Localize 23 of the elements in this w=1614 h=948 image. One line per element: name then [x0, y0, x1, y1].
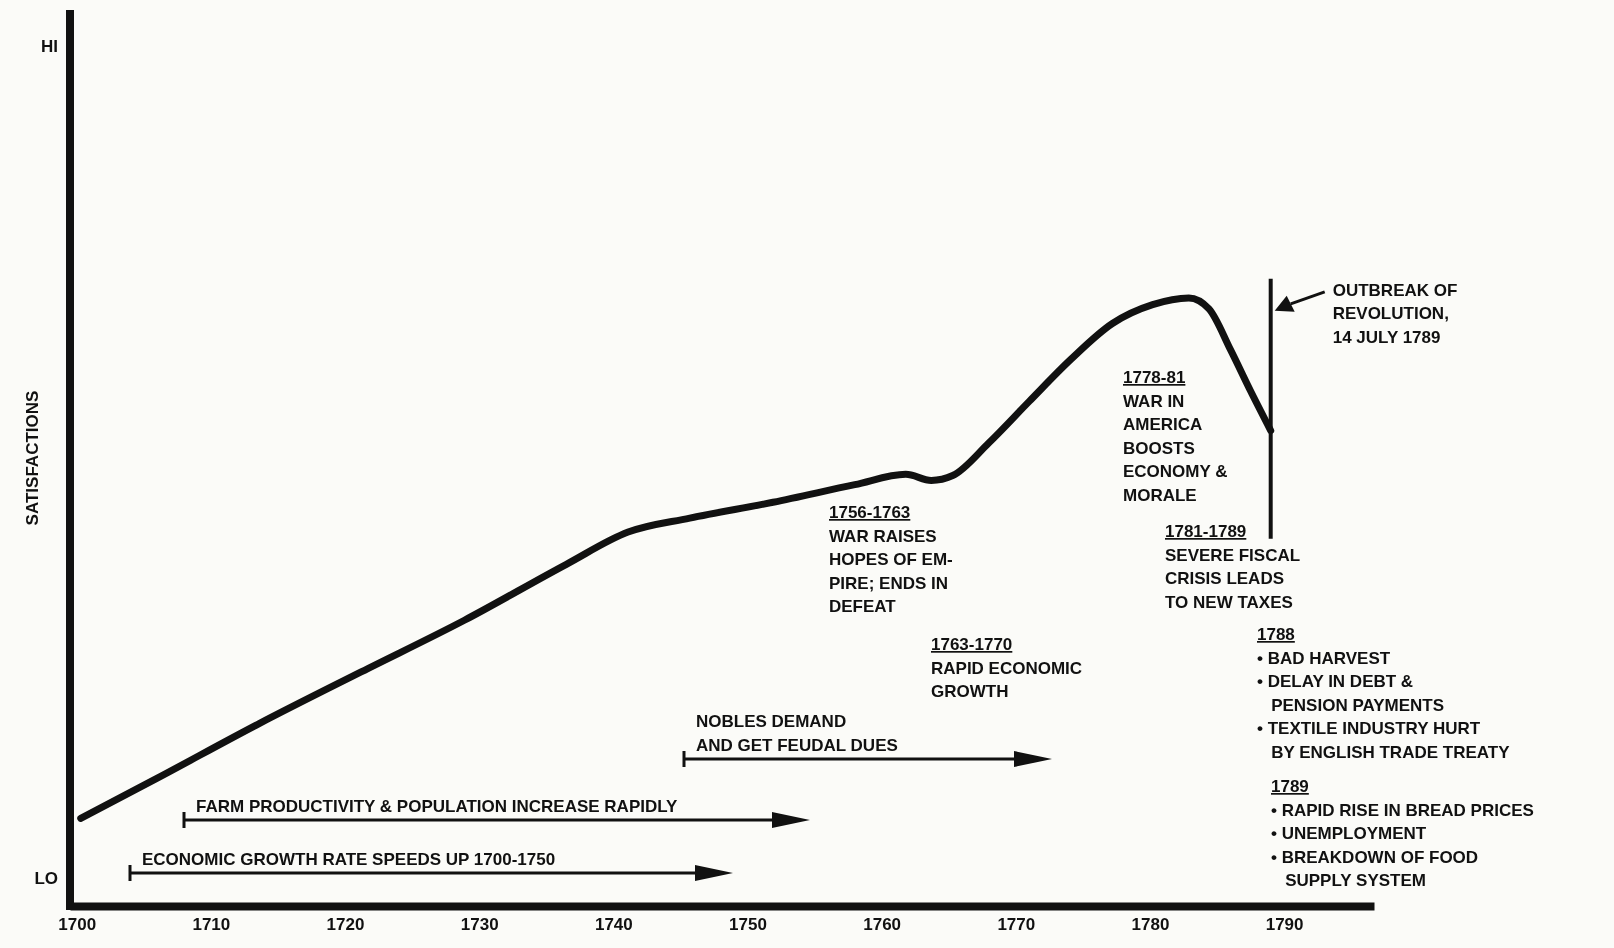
annotation: 1789 • RAPID RISE IN BREAD PRICES • UNEMPLOYMENT • BREAKDOWN OF FOOD SUPPLY SYSTEM	[1271, 777, 1534, 891]
x-tick-label: 1750	[729, 915, 767, 935]
annotation: 1763-1770 RAPID ECONOMIC GROWTH	[931, 635, 1083, 702]
annotation: 1788 • BAD HARVEST • DELAY IN DEBT & PENSION PAYMENTS • TEXTILE INDUSTRY HURT BY ENGLISH TRADE TREATY	[1257, 625, 1511, 762]
annotation: 1781-1789 SEVERE FISCAL CRISIS LEADS TO NEW TAXES	[1165, 522, 1301, 612]
y-axis-title: SATISFACTIONS	[23, 390, 42, 526]
x-tick-label: 1740	[594, 915, 633, 935]
x-tick-label: 1770	[997, 915, 1036, 935]
x-tick-label: 1720	[326, 915, 365, 935]
annotation: NOBLES DEMAND AND GET FEUDAL DUES	[696, 712, 898, 755]
annotation: FARM PRODUCTIVITY & POPULATION INCREASE RAPIDLY	[196, 797, 679, 816]
x-tick-label: 1710	[192, 915, 231, 935]
x-tick-label: 1780	[1131, 915, 1170, 935]
annotation: 1756-1763 WAR RAISES HOPES OF EM- PIRE; ENDS IN DEFEAT	[829, 503, 953, 617]
x-tick-label: 1730	[460, 915, 499, 935]
text: HI	[41, 37, 58, 56]
annotation: ECONOMIC GROWTH RATE SPEEDS UP 1700-1750	[142, 850, 556, 869]
x-tick-label: 1700	[58, 915, 97, 935]
ref-line-label: OUTBREAK OF REVOLUTION, 14 JULY 1789	[1332, 280, 1458, 347]
annotation: 1778-81 WAR IN AMERICA BOOSTS ECONOMY & MORALE	[1123, 368, 1228, 505]
x-tick-label: 1760	[863, 915, 902, 935]
x-tick-label: 1790	[1265, 915, 1304, 935]
text: LO	[34, 869, 58, 888]
